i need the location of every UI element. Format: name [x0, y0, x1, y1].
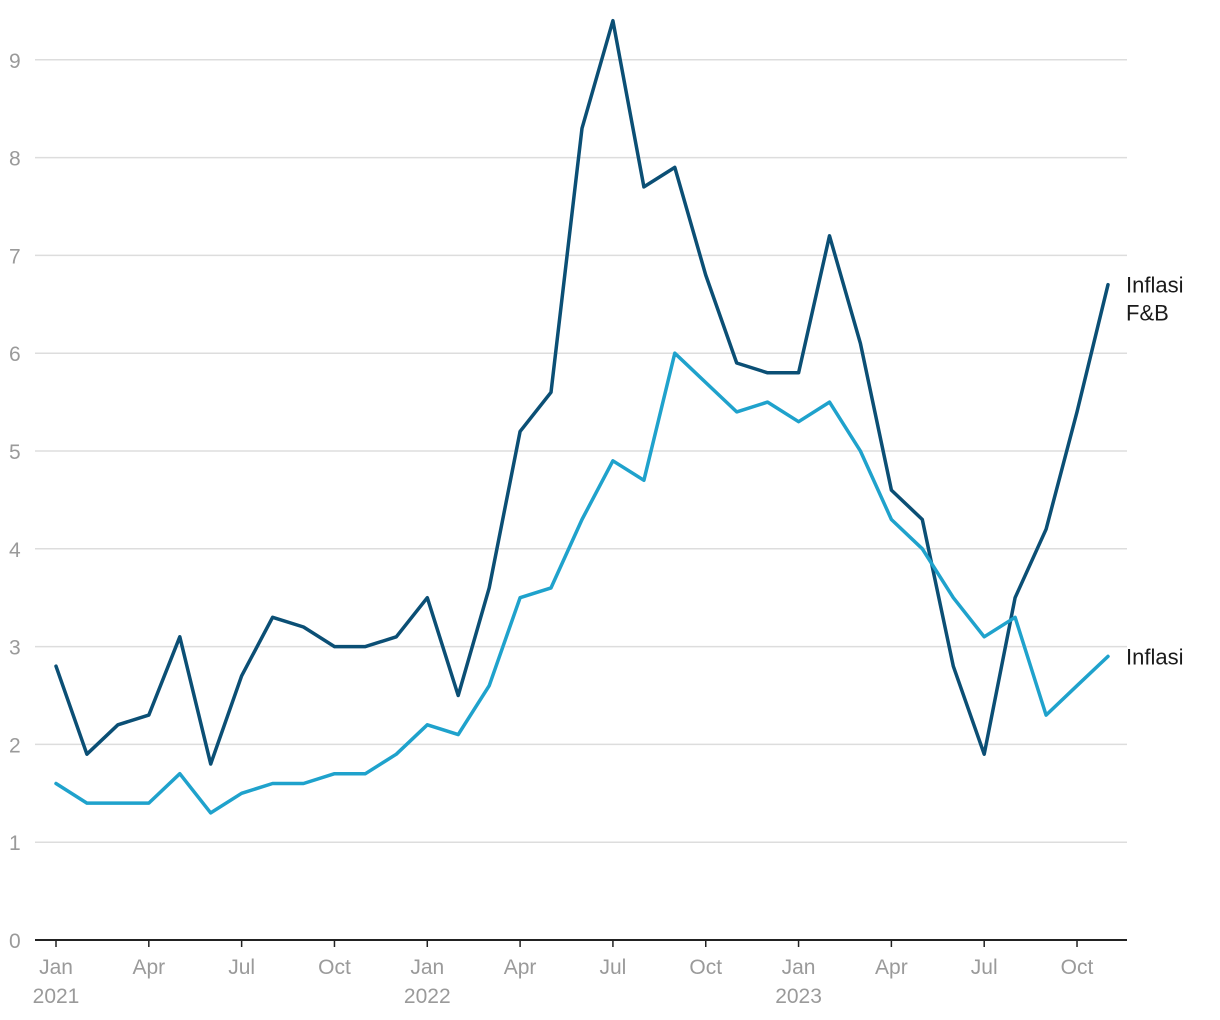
x-tick-label: Oct	[318, 956, 351, 979]
x-tick-label: Apr	[132, 956, 165, 979]
y-axis-ticks: 0 1 2 3 4 5 6 7 8 9	[9, 50, 21, 953]
y-tick-label: 8	[9, 148, 21, 171]
x-tick-label: Jan	[782, 956, 816, 979]
x-tick-label: Apr	[504, 956, 537, 979]
y-tick-label: 0	[9, 930, 21, 953]
x-tick-label: Jul	[228, 956, 255, 979]
x-tick-label: Jul	[599, 956, 626, 979]
series-labels: Inflasi F&B Inflasi	[1126, 273, 1183, 670]
gridlines	[35, 59, 1127, 843]
y-tick-label: 9	[9, 50, 21, 73]
series-label: Inflasi	[1126, 644, 1183, 669]
y-tick-label: 3	[9, 637, 21, 660]
x-tick-label: Jan	[39, 956, 73, 979]
x-tick-label: Oct	[1061, 956, 1094, 979]
x-tick-label: Jan	[410, 956, 444, 979]
series-lines	[54, 18, 1110, 815]
y-tick-label: 7	[9, 245, 21, 268]
y-tick-label: 1	[9, 832, 21, 855]
y-tick-label: 6	[9, 343, 21, 366]
y-tick-label: 5	[9, 441, 21, 464]
x-tick-year-label: 2022	[404, 985, 451, 1008]
y-tick-label: 4	[9, 539, 21, 562]
x-tick-label: Oct	[689, 956, 722, 979]
x-tick-label: Apr	[875, 956, 908, 979]
x-tick-label: Jul	[971, 956, 998, 979]
series-line-0	[54, 18, 1110, 766]
x-axis-ticks: Jan 2021 Apr Jul Oct Jan 2022 Apr Jul Oct Jan 2023 A…	[33, 940, 1094, 1008]
series-label: F&B	[1126, 301, 1169, 326]
y-tick-label: 2	[9, 734, 21, 757]
x-tick-year-label: 2023	[775, 985, 822, 1008]
series-label: Inflasi	[1126, 273, 1183, 298]
series-line-1	[54, 351, 1110, 815]
x-tick-year-label: 2021	[33, 985, 80, 1008]
